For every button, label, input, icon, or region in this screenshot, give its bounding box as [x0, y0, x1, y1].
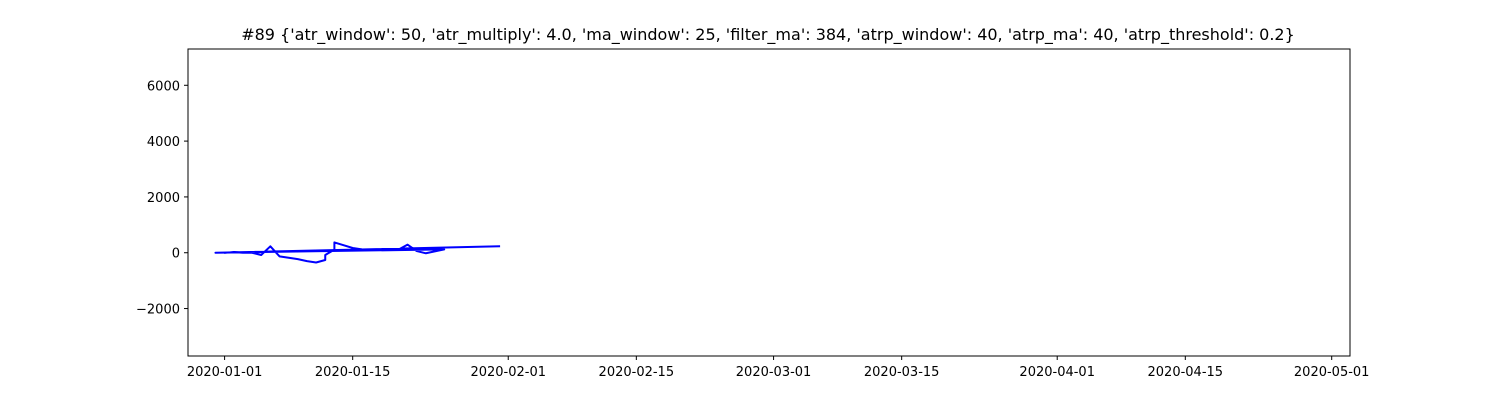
x-tick-label: 2020-04-01: [1019, 365, 1095, 380]
y-tick-label: 2000: [147, 191, 180, 206]
y-tick-label: 6000: [147, 79, 180, 94]
x-axis: 2020-01-01 2020-01-15 2020-02-01 2020-02-15…: [187, 356, 1370, 380]
x-tick-label: 2020-03-01: [736, 365, 812, 380]
axes-frame: [187, 48, 1351, 357]
x-tick-label: 2020-01-01: [187, 365, 263, 380]
axes-spines: [187, 48, 1351, 357]
x-tick-label: 2020-02-01: [470, 365, 546, 380]
y-tick-label: −2000: [136, 303, 180, 318]
y-axis: −2000 0 2000 4000 6000: [136, 79, 188, 318]
y-tick-label: 0: [172, 247, 180, 262]
series-line-0: [214, 241, 501, 264]
x-tick-label: 2020-01-15: [315, 365, 391, 380]
chart-title: #89 {'atr_window': 50, 'atr_multiply': 4…: [241, 25, 1295, 45]
y-tick-label: 4000: [147, 135, 180, 150]
series-layer: [214, 241, 501, 264]
x-tick-label: 2020-03-15: [864, 365, 940, 380]
x-tick-label: 2020-04-15: [1148, 365, 1224, 380]
plot-area: [188, 49, 1350, 356]
x-tick-label: 2020-05-01: [1294, 365, 1370, 380]
x-tick-label: 2020-02-15: [599, 365, 675, 380]
